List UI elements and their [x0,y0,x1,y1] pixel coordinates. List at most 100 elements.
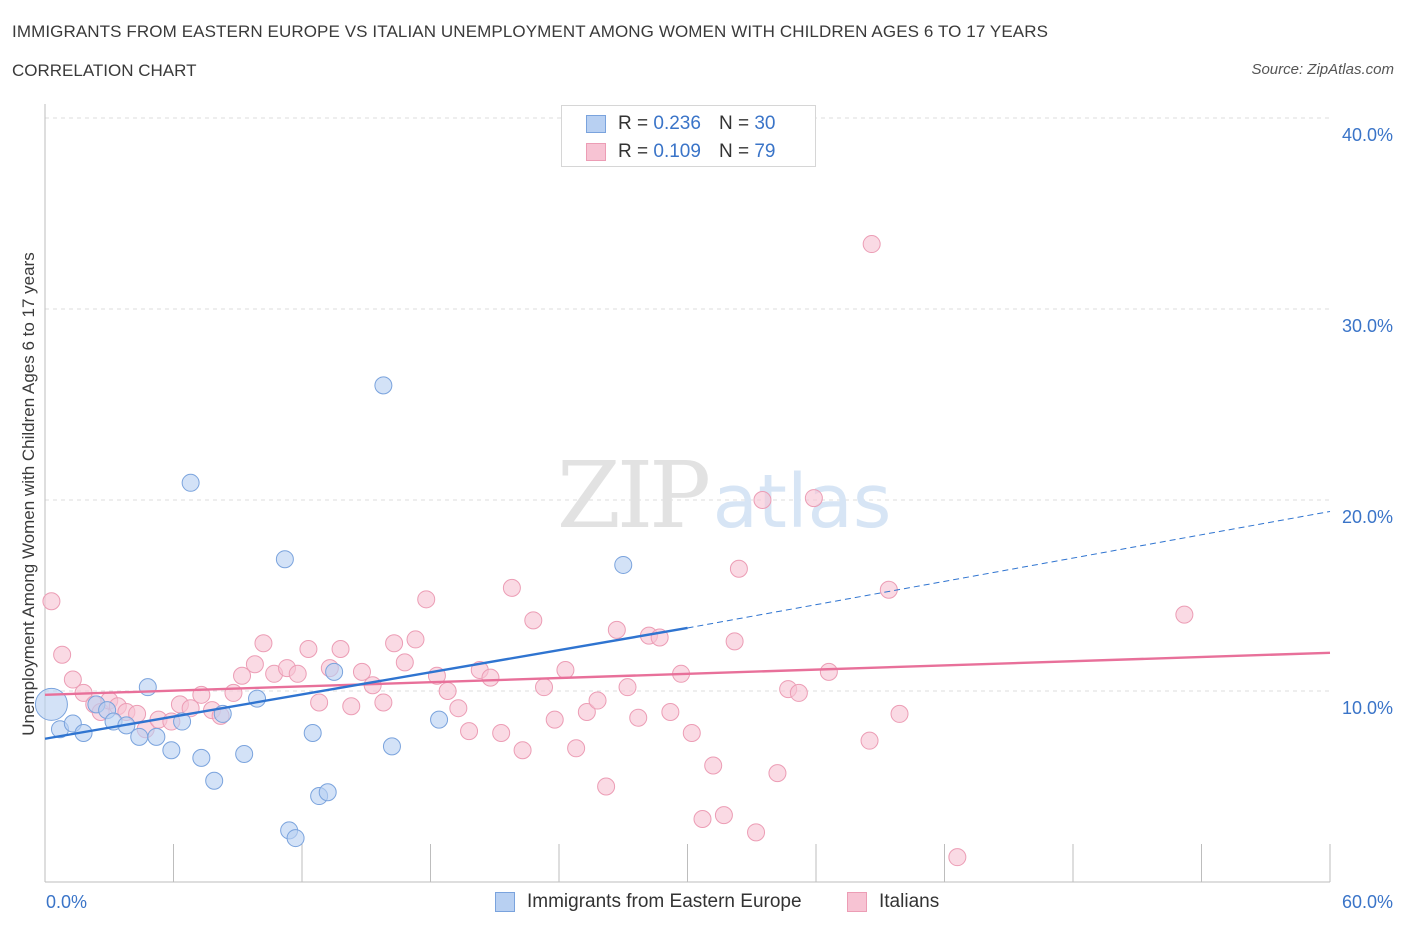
axes [44,104,1331,883]
legend-n-label: N = [718,113,750,134]
eastern-europe-point [147,727,166,746]
eastern-europe-trend-line [44,626,688,740]
italians-point [438,682,457,700]
legend-row-eastern-europe: R = 0.236 N = 30 [586,113,775,135]
italians-point [819,662,838,681]
italians-point [860,731,879,750]
eastern-europe-point [130,727,149,746]
italians-point [804,489,823,508]
italians-point [460,722,479,741]
italians-point [385,634,404,653]
legend-r-value: 0.236 [653,113,701,134]
italians-point [481,668,500,687]
bottom-legend-italians: Italians [847,889,939,915]
italians-point [789,683,808,702]
x-tick-label-min: 0.0% [46,892,87,912]
eastern-europe-point [205,771,224,790]
eastern-europe-point [173,712,192,731]
eastern-europe-point [614,555,633,574]
x-tick-label-max: 60.0% [1342,892,1393,912]
italians-point [661,703,680,722]
italians-point [310,693,329,712]
grid-lines [45,117,1330,692]
legend-n-value: 79 [754,141,776,162]
italians-point [607,620,626,639]
italians-point [862,235,881,254]
trend-lines [44,510,1331,740]
italians-point [729,559,748,578]
y-tick-label: 10.0% [1342,698,1393,718]
watermark-zip: ZIP [557,442,708,549]
italians-point [513,741,532,760]
eastern-europe-point [235,745,254,764]
legend-row-italians: R = 0.109 N = 79 [586,141,775,163]
italians-point [63,670,82,689]
legend-swatch-blue [586,115,606,133]
tick-labels: 10.0% 20.0% 30.0% 40.0% 0.0% 60.0% [46,125,1393,912]
italians-point [224,683,243,702]
correlation-legend: R = 0.236 N = 30 R = 0.109 N = 79 [561,105,816,167]
y-axis-label: Unemployment Among Women with Children A… [19,252,38,736]
italians-point [879,580,898,599]
italians-point [245,655,264,674]
legend-r-label: R = [618,141,649,162]
italians-point [417,590,436,609]
italians-point [753,491,772,509]
italians-point [556,660,575,679]
italians-point [747,823,766,842]
italians-point [693,809,712,828]
watermark-atlas: atlas [713,459,892,545]
italians-point [535,678,554,697]
eastern-europe-point [318,783,337,802]
eastern-europe-point [325,662,344,681]
eastern-europe-point [34,687,68,721]
italians-point [618,678,637,697]
chart-subtitle: CORRELATION CHART [12,61,197,80]
italians-point [233,666,252,685]
eastern-europe-point [248,689,267,708]
bottom-legend-label: Italians [879,891,940,912]
italians-point [577,703,596,722]
italians-point [288,664,307,683]
y-tick-label: 40.0% [1342,125,1393,145]
italians-point [588,691,607,710]
y-tick-label: 20.0% [1342,507,1393,527]
legend-r-value: 0.109 [653,141,701,162]
y-tick-label: 30.0% [1342,316,1393,336]
legend-swatch-pink [586,143,606,161]
italians-point [406,630,425,649]
italians-point [597,777,616,796]
italians-point [395,653,414,672]
italians-trend-line [44,651,1331,697]
eastern-europe-point [192,748,211,767]
italians-point [374,693,393,712]
italians-point [502,578,521,597]
italians-point [42,592,61,611]
watermark: ZIP atlas [557,442,892,549]
eastern-europe-point [162,741,181,760]
eastern-europe-point [275,550,294,569]
italians-point [890,704,909,723]
chart-title: IMMIGRANTS FROM EASTERN EUROPE VS ITALIA… [12,22,1049,41]
italians-point [704,756,723,775]
italians-points [42,235,1194,867]
italians-point [629,708,648,727]
italians-point [725,632,744,651]
italians-point [254,634,273,653]
italians-point [352,662,371,681]
italians-point [299,639,318,658]
italians-point [948,848,967,867]
italians-point [449,699,468,718]
eastern-europe-points [34,376,633,848]
italians-point [1175,605,1194,624]
bottom-legend-swatch-pink [847,892,867,912]
italians-point [331,639,350,658]
eastern-europe-point [374,376,393,395]
eastern-europe-point [181,473,200,492]
italians-point [682,724,701,743]
italians-point [545,710,564,729]
legend-n-label: N = [718,141,750,162]
eastern-europe-point [286,829,305,848]
bottom-legend-label: Immigrants from Eastern Europe [527,891,802,912]
